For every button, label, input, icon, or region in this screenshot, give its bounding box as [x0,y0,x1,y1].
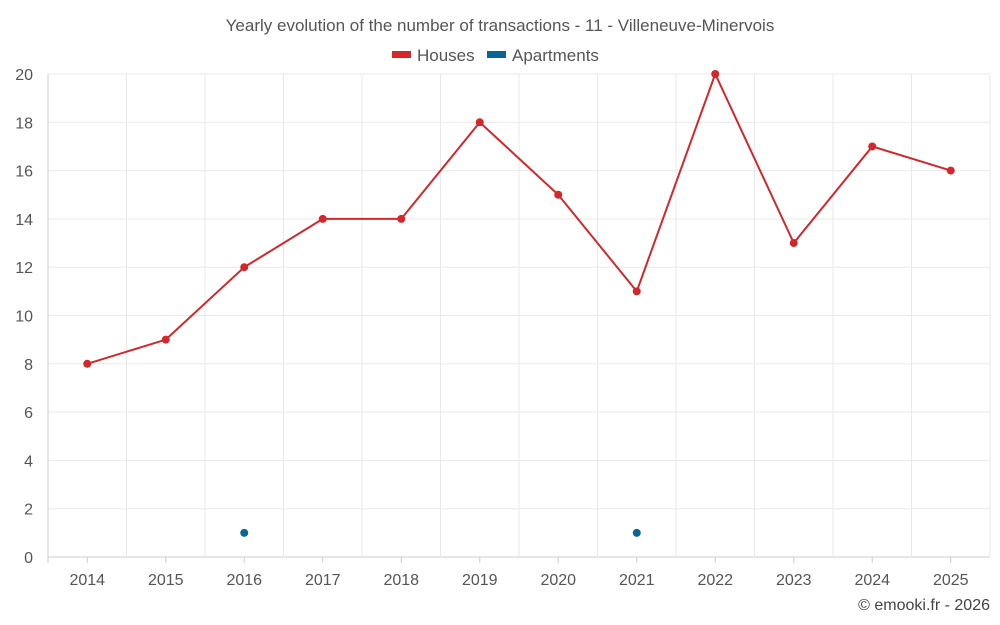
point-houses-2015[interactable] [161,335,170,344]
y-tick-label: 6 [24,405,33,422]
y-tick-label: 10 [15,309,33,326]
y-tick-label: 14 [15,212,33,229]
x-tick-label: 2014 [69,572,105,589]
point-houses-2017[interactable] [318,214,327,223]
x-axis-ticks: 2014 2015 2016 2017 2018 2019 2020 2021 2022 2023… [69,557,969,589]
point-houses-2025[interactable] [946,166,955,175]
point-houses-2014[interactable] [83,359,92,368]
y-tick-label: 18 [15,115,33,132]
legend-swatch-houses [392,51,411,58]
legend-swatch-apartments [487,51,506,58]
x-tick-label: 2023 [776,572,812,589]
point-houses-2018[interactable] [397,214,406,223]
x-tick-label: 2025 [933,572,969,589]
series-line-houses [86,71,952,365]
y-tick-label: 8 [24,357,33,374]
credit-text: © emooki.fr - 2026 [858,597,990,614]
chart-title: Yearly evolution of the number of transa… [226,16,775,35]
point-houses-2023[interactable] [789,239,798,248]
x-tick-label: 2016 [226,572,262,589]
x-tick-label: 2020 [540,572,576,589]
y-tick-label: 0 [24,550,33,567]
y-tick-label: 16 [15,164,33,181]
y-tick-label: 12 [15,260,33,277]
y-tick-label: 2 [24,502,33,519]
point-houses-2019[interactable] [475,118,484,127]
series [83,70,955,537]
point-apartments-2016[interactable] [240,528,249,537]
point-houses-2020[interactable] [554,190,563,199]
legend-label-apartments[interactable]: Apartments [512,46,599,65]
y-tick-label: 4 [24,453,33,470]
y-tick-label: 20 [15,67,33,84]
grid [47,73,991,563]
point-houses-2021[interactable] [632,287,641,296]
x-tick-label: 2017 [305,572,341,589]
point-houses-2022[interactable] [711,70,720,78]
point-apartments-2021[interactable] [632,528,641,537]
y-axis-ticks: 0 2 4 6 8 10 12 14 16 18 20 [15,67,33,567]
x-tick-label: 2022 [697,572,733,589]
point-houses-2016[interactable] [240,263,249,272]
x-tick-label: 2018 [383,572,419,589]
point-houses-2024[interactable] [868,142,877,151]
x-tick-label: 2021 [619,572,655,589]
x-tick-label: 2015 [148,572,184,589]
legend-label-houses[interactable]: Houses [417,46,475,65]
x-tick-label: 2019 [462,572,498,589]
legend: Houses Apartments [392,46,599,65]
x-tick-label: 2024 [854,572,890,589]
